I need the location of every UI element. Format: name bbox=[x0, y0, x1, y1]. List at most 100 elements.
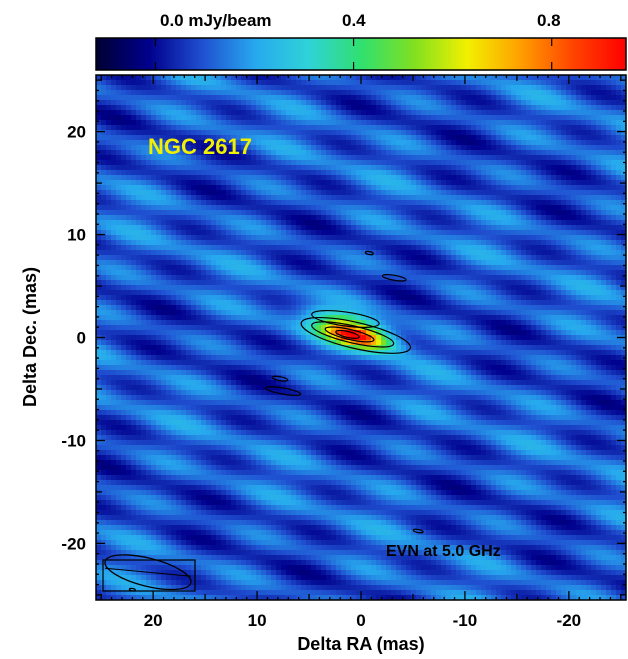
map-pixel bbox=[416, 150, 422, 156]
map-pixel bbox=[596, 80, 602, 86]
map-pixel bbox=[506, 155, 512, 161]
map-pixel bbox=[541, 125, 547, 131]
map-pixel bbox=[606, 120, 612, 126]
map-pixel bbox=[481, 280, 487, 286]
map-pixel bbox=[306, 160, 312, 166]
map-pixel bbox=[181, 240, 187, 246]
map-pixel bbox=[186, 205, 192, 211]
map-pixel bbox=[106, 255, 112, 261]
map-pixel bbox=[621, 175, 626, 181]
map-pixel bbox=[141, 90, 147, 96]
map-pixel bbox=[476, 165, 482, 171]
map-pixel bbox=[416, 120, 422, 126]
map-pixel bbox=[476, 135, 482, 141]
map-pixel bbox=[301, 260, 307, 266]
map-pixel bbox=[616, 300, 622, 306]
map-pixel bbox=[496, 130, 502, 136]
map-pixel bbox=[516, 100, 522, 106]
map-pixel bbox=[241, 225, 247, 231]
map-pixel bbox=[386, 225, 392, 231]
map-pixel bbox=[406, 250, 412, 256]
map-pixel bbox=[481, 105, 487, 111]
map-pixel bbox=[486, 280, 492, 286]
map-pixel bbox=[606, 245, 612, 251]
map-pixel bbox=[216, 100, 222, 106]
map-pixel bbox=[606, 230, 612, 236]
map-pixel bbox=[336, 135, 342, 141]
map-pixel bbox=[236, 95, 242, 101]
map-pixel bbox=[521, 105, 527, 111]
map-pixel bbox=[151, 95, 157, 101]
map-pixel bbox=[446, 90, 452, 96]
map-pixel bbox=[581, 145, 587, 151]
map-pixel bbox=[126, 240, 132, 246]
map-pixel bbox=[266, 250, 272, 256]
map-pixel bbox=[571, 265, 577, 271]
map-pixel bbox=[561, 140, 567, 146]
map-pixel bbox=[516, 160, 522, 166]
map-pixel bbox=[486, 295, 492, 301]
map-pixel bbox=[221, 260, 227, 266]
map-pixel bbox=[301, 245, 307, 251]
map-pixel bbox=[366, 225, 372, 231]
map-pixel bbox=[311, 195, 317, 201]
map-pixel bbox=[316, 75, 322, 81]
map-pixel bbox=[261, 160, 267, 166]
map-pixel bbox=[206, 285, 212, 291]
map-pixel bbox=[546, 90, 552, 96]
map-pixel bbox=[171, 145, 177, 151]
map-pixel bbox=[201, 160, 207, 166]
map-pixel bbox=[611, 185, 617, 191]
map-pixel bbox=[501, 190, 507, 196]
map-pixel bbox=[131, 155, 137, 161]
map-pixel bbox=[526, 280, 532, 286]
map-pixel bbox=[176, 135, 182, 141]
map-pixel bbox=[316, 270, 322, 276]
map-pixel bbox=[216, 155, 222, 161]
map-pixel bbox=[371, 250, 377, 256]
map-pixel bbox=[196, 265, 202, 271]
map-pixel bbox=[316, 80, 322, 86]
map-pixel bbox=[301, 280, 307, 286]
map-pixel bbox=[166, 110, 172, 116]
map-pixel bbox=[511, 110, 517, 116]
map-pixel bbox=[246, 110, 252, 116]
map-pixel bbox=[261, 125, 267, 131]
map-pixel bbox=[281, 80, 287, 86]
map-pixel bbox=[401, 230, 407, 236]
map-pixel bbox=[276, 260, 282, 266]
map-pixel bbox=[341, 280, 347, 286]
map-pixel bbox=[491, 285, 497, 291]
map-pixel bbox=[291, 190, 297, 196]
map-pixel bbox=[511, 165, 517, 171]
map-pixel bbox=[151, 135, 157, 141]
map-pixel bbox=[541, 205, 547, 211]
map-pixel bbox=[551, 115, 557, 121]
map-pixel bbox=[571, 160, 577, 166]
map-pixel bbox=[301, 140, 307, 146]
map-pixel bbox=[191, 110, 197, 116]
map-pixel bbox=[181, 215, 187, 221]
map-pixel bbox=[311, 305, 317, 311]
map-pixel bbox=[176, 75, 182, 81]
map-pixel bbox=[376, 75, 382, 81]
map-pixel bbox=[516, 150, 522, 156]
map-pixel bbox=[381, 155, 387, 161]
map-pixel bbox=[176, 290, 182, 296]
map-pixel bbox=[296, 280, 302, 286]
map-pixel bbox=[606, 125, 612, 131]
map-pixel bbox=[136, 190, 142, 196]
map-pixel bbox=[136, 260, 142, 266]
map-pixel bbox=[616, 90, 622, 96]
map-pixel bbox=[316, 205, 322, 211]
map-pixel bbox=[521, 115, 527, 121]
map-pixel bbox=[271, 160, 277, 166]
map-pixel bbox=[286, 95, 292, 101]
map-pixel bbox=[201, 280, 207, 286]
map-pixel bbox=[396, 235, 402, 241]
map-pixel bbox=[276, 105, 282, 111]
map-pixel bbox=[386, 125, 392, 131]
map-pixel bbox=[576, 130, 582, 136]
map-pixel bbox=[341, 75, 347, 81]
map-pixel bbox=[591, 220, 597, 226]
